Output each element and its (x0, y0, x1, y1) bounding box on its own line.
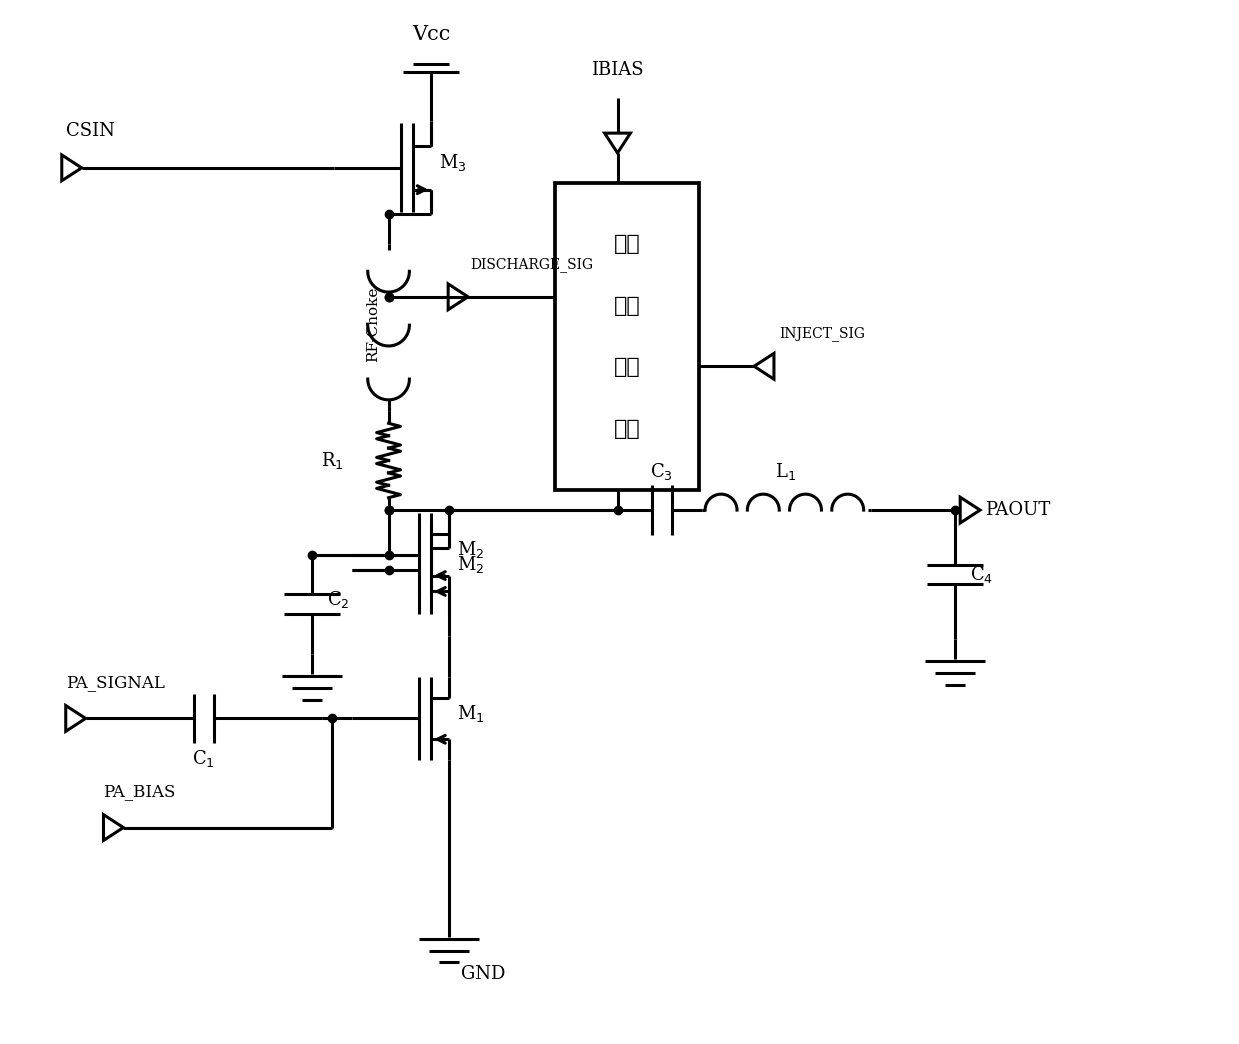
Text: IBIAS: IBIAS (591, 61, 644, 78)
Text: CSIN: CSIN (66, 122, 115, 140)
Text: GND: GND (461, 966, 506, 983)
Text: L$_1$: L$_1$ (776, 461, 797, 482)
Text: M$_3$: M$_3$ (439, 152, 467, 173)
Text: C$_3$: C$_3$ (650, 461, 673, 482)
Text: Vcc: Vcc (413, 25, 451, 44)
Text: PA_BIAS: PA_BIAS (104, 783, 176, 800)
Text: 电流: 电流 (615, 295, 641, 315)
Text: C$_1$: C$_1$ (192, 749, 216, 769)
Text: M$_1$: M$_1$ (457, 703, 484, 723)
Text: 电路: 电路 (615, 419, 641, 438)
Text: R$_1$: R$_1$ (321, 450, 344, 471)
Text: DISCHARGE_SIG: DISCHARGE_SIG (470, 257, 593, 272)
Text: 辅助: 辅助 (615, 234, 641, 255)
Text: RF-Choke: RF-Choke (367, 287, 380, 362)
Text: C$_4$: C$_4$ (970, 564, 994, 585)
Text: INJECT_SIG: INJECT_SIG (779, 327, 865, 341)
Text: C$_2$: C$_2$ (327, 589, 349, 610)
Text: M$_2$: M$_2$ (457, 540, 484, 561)
Text: PAOUT: PAOUT (985, 501, 1051, 519)
Bar (555, 183, 700, 491)
Text: M$_2$: M$_2$ (457, 554, 484, 575)
Text: PA_SIGNAL: PA_SIGNAL (66, 673, 165, 691)
Text: 注入: 注入 (615, 357, 641, 377)
